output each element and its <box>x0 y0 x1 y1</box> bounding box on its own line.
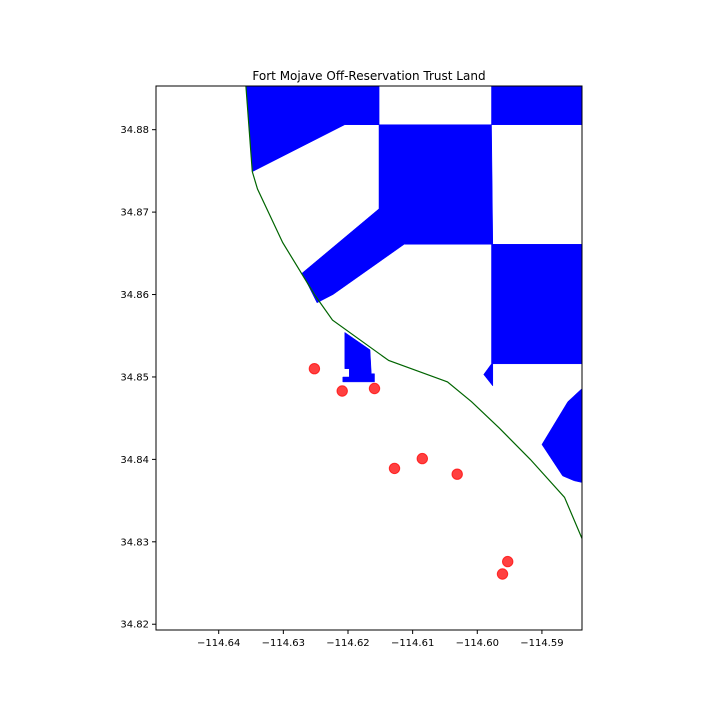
y-axis: 34.82 34.83 34.84 34.85 34.86 34.87 34.88 <box>120 125 156 631</box>
trust-land-polygon-5 <box>491 86 582 125</box>
points-layer <box>308 363 514 580</box>
y-tick-label: 34.85 <box>120 372 149 383</box>
y-tick-label: 34.88 <box>120 125 149 136</box>
point-marker-5 <box>416 452 428 465</box>
x-tick-label: −114.60 <box>456 638 499 649</box>
trust-land-polygon-8 <box>541 388 582 483</box>
boundary-line <box>245 86 582 539</box>
x-tick-label: −114.62 <box>326 638 369 649</box>
trust-land-polygon-7 <box>342 331 375 383</box>
plot-frame <box>155 85 583 631</box>
x-axis: −114.64 −114.63 −114.62 −114.61 −114.60 −114.… <box>197 630 564 649</box>
point-marker-8 <box>496 568 509 580</box>
trust-land-polygon-6 <box>483 244 582 387</box>
point-marker-3 <box>368 382 381 395</box>
y-tick-label: 34.82 <box>120 620 149 631</box>
y-tick-label: 34.86 <box>120 290 149 301</box>
point-marker-2 <box>336 385 348 397</box>
point-marker-1 <box>308 363 321 375</box>
x-tick-label: −114.59 <box>520 638 563 649</box>
y-tick-label: 34.83 <box>120 537 149 548</box>
point-marker-6 <box>451 468 463 480</box>
x-tick-label: −114.64 <box>197 638 240 649</box>
trust-land-polygon-3 <box>359 86 380 125</box>
x-tick-label: −114.61 <box>391 638 434 649</box>
plot-area <box>245 86 582 580</box>
x-tick-label: −114.63 <box>262 638 305 649</box>
point-marker-7 <box>502 555 514 568</box>
boundary-line-layer <box>245 86 582 539</box>
trust-land-polygon-4 <box>301 124 494 304</box>
point-marker-4 <box>388 462 401 475</box>
y-tick-label: 34.84 <box>120 455 149 466</box>
y-tick-label: 34.87 <box>120 208 149 219</box>
chart-title: Fort Mojave Off-Reservation Trust Land <box>252 69 485 83</box>
trust-land-layer <box>245 86 582 483</box>
